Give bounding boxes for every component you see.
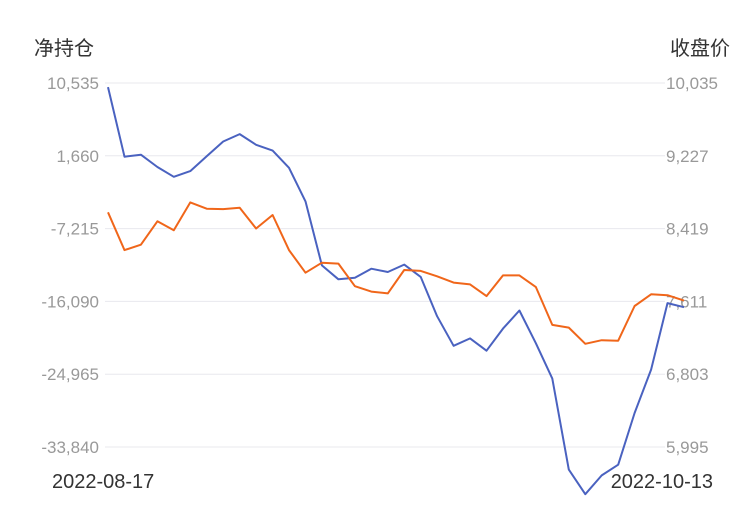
- left-tick-label: 1,660: [56, 147, 99, 166]
- left-tick-label: 10,535: [47, 74, 99, 93]
- x-tick-end: 2022-10-13: [611, 471, 713, 493]
- right-tick-label: 6,803: [666, 365, 709, 384]
- right-tick-label: 8,419: [666, 220, 709, 239]
- net-position-line: [107, 86, 685, 496]
- x-tick-start: 2022-08-17: [52, 471, 154, 493]
- right-tick-label: 9,227: [666, 147, 709, 166]
- right-axis-ticks: 10,035 9,227 8,419 7,611 6,803 5,995: [666, 74, 718, 457]
- gridlines: [105, 82, 665, 448]
- left-tick-label: -7,215: [51, 220, 99, 239]
- right-axis-title: 收盘价: [670, 36, 730, 60]
- left-tick-label: -24,965: [41, 365, 99, 384]
- left-axis-ticks: 10,535 1,660 -7,215 -16,090 -24,965 -33,840: [41, 74, 99, 457]
- right-tick-label: 10,035: [666, 74, 718, 93]
- right-tick-label: 5,995: [666, 438, 709, 457]
- close-price-line: [107, 201, 685, 345]
- series-lines: [107, 86, 685, 496]
- left-tick-label: -16,090: [41, 292, 99, 311]
- right-tick-label: 7,611: [666, 292, 707, 311]
- left-tick-label: -33,840: [41, 438, 99, 457]
- left-axis-title: 净持仓: [34, 36, 94, 60]
